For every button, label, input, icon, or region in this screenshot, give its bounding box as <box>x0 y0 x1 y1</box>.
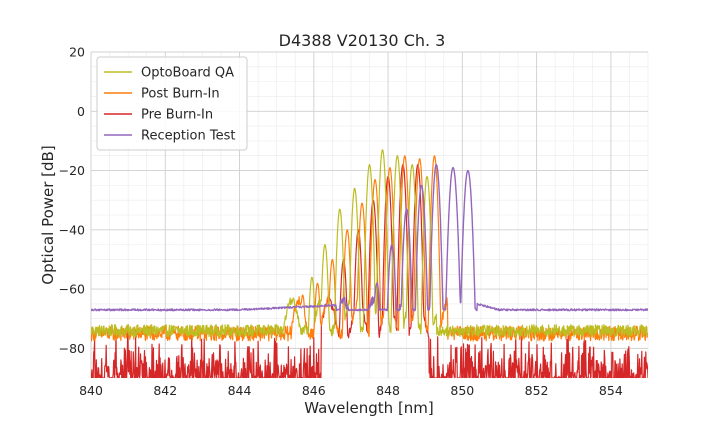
x-tick-label: 842 <box>153 383 177 398</box>
x-axis-ticks: 840 842 844 846 848 850 852 854 <box>79 383 623 398</box>
x-tick-label: 852 <box>525 383 549 398</box>
x-tick-label: 846 <box>302 383 326 398</box>
legend-label: Reception Test <box>141 129 235 144</box>
series-line-pre-burn-in <box>91 164 648 378</box>
series-line-optoboard-qa <box>91 149 648 338</box>
x-axis-label: Wavelength [nm] <box>304 399 434 417</box>
legend-label: Post Burn-In <box>141 87 220 102</box>
series-layer <box>91 149 648 378</box>
y-tick-label: 20 <box>69 45 85 60</box>
y-tick-label: −20 <box>59 163 85 178</box>
x-tick-label: 848 <box>376 383 400 398</box>
y-tick-label: −40 <box>59 222 85 237</box>
legend-box <box>96 56 248 151</box>
x-tick-label: 854 <box>599 383 623 398</box>
series-line-reception-test <box>91 163 648 312</box>
y-tick-label: −80 <box>59 341 85 356</box>
y-axis-ticks: 20 0 −20 −40 −60 −80 <box>59 45 85 356</box>
y-tick-label: 0 <box>77 104 85 119</box>
y-axis-label: Optical Power [dB] <box>39 145 57 284</box>
x-tick-label: 840 <box>79 383 103 398</box>
x-tick-label: 850 <box>450 383 474 398</box>
legend-label: OptoBoard QA <box>141 66 234 81</box>
chart-title: D4388 V20130 Ch. 3 <box>279 31 446 50</box>
x-tick-label: 844 <box>228 383 252 398</box>
y-tick-label: −60 <box>59 282 85 297</box>
legend: OptoBoard QA Post Burn-In Pre Burn-In Recep… <box>96 56 248 151</box>
legend-label: Pre Burn-In <box>141 108 213 123</box>
